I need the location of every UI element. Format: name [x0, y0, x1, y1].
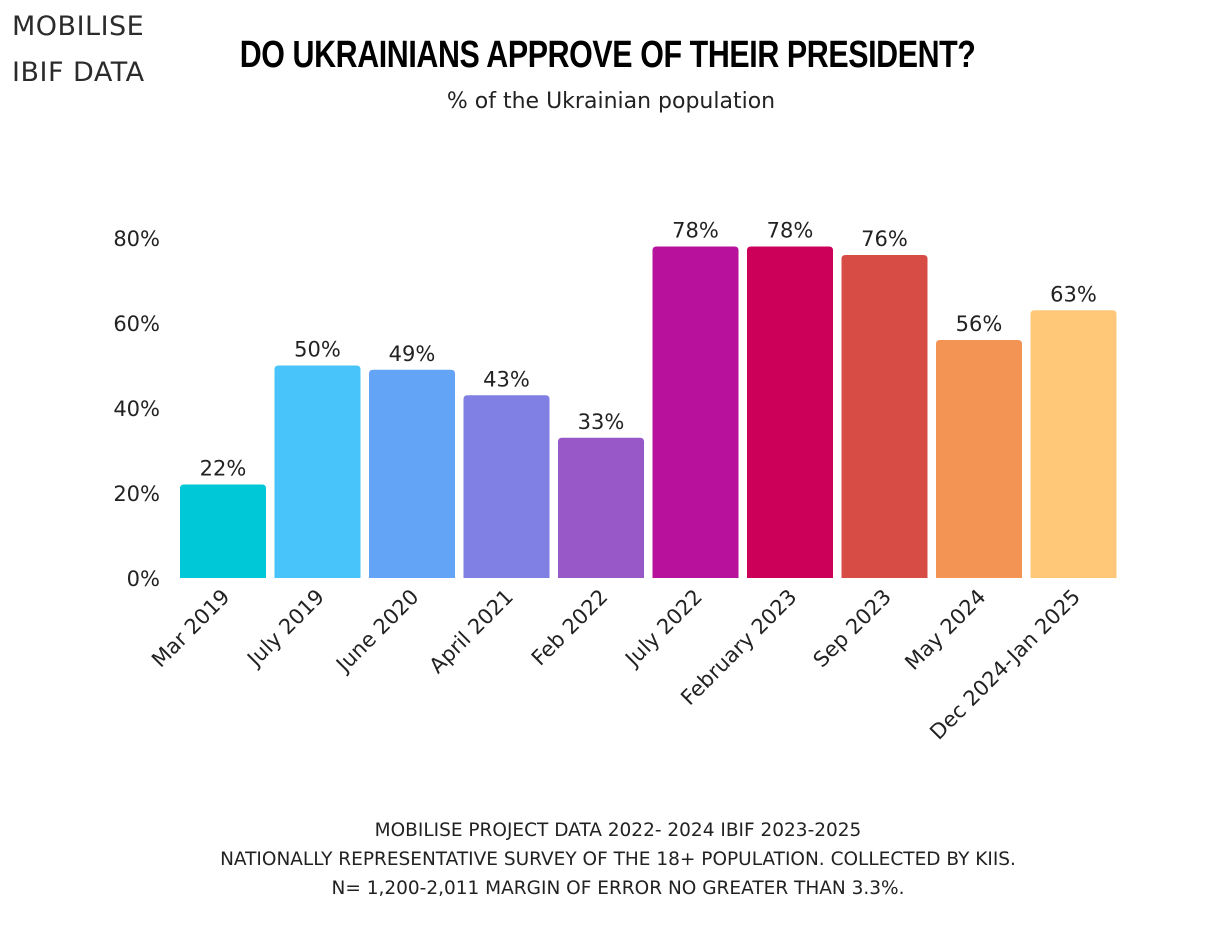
footnote-line-3: N= 1,200-2,011 MARGIN OF ERROR NO GREATE… [331, 878, 905, 899]
y-tick-label: 40% [113, 397, 160, 421]
y-tick-label: 20% [113, 482, 160, 506]
x-tick-label: July 2022 [619, 585, 707, 673]
bar [841, 255, 928, 578]
chart-title: DO UKRAINIANS APPROVE OF THEIR PRESIDENT… [239, 34, 976, 76]
bar-value-label: 50% [294, 338, 341, 362]
brand-line-2: IBIF DATA [12, 57, 145, 88]
bar [1030, 310, 1117, 578]
brand-logo-text: MOBILISE IBIF DATA [12, 4, 145, 96]
footnote-line-2: NATIONALLY REPRESENTATIVE SURVEY OF THE … [220, 849, 1016, 870]
bar [369, 369, 455, 578]
x-tick-label: April 2021 [425, 585, 518, 678]
bar-value-label: 78% [767, 219, 814, 243]
bar-value-label: 56% [956, 312, 1003, 336]
x-tick-label: Mar 2019 [147, 585, 235, 673]
y-tick-label: 80% [113, 227, 160, 251]
bar-value-label: 33% [578, 410, 625, 434]
footnote: MOBILISE PROJECT DATA 2022- 2024 IBIF 20… [0, 816, 1214, 903]
x-axis: Mar 2019 July 2019 June 2020 April 2021 Feb … [147, 585, 1085, 745]
bar [463, 395, 550, 578]
bar-value-label: 43% [483, 367, 530, 391]
bar-chart: 0% 20% 40% 60% 80% 22% 50% 49% 43% 33% 78% 78% 76% 5… [113, 219, 1117, 745]
x-tick-label: July 2019 [241, 585, 329, 673]
x-tick-label: May 2024 [900, 585, 990, 675]
x-tick-label: Feb 2022 [527, 585, 613, 671]
bar-value-label: 49% [389, 342, 436, 366]
bar-value-label: 76% [861, 227, 908, 251]
bar [747, 246, 833, 578]
x-tick-label: Sep 2023 [809, 585, 896, 672]
bar-value-label: 63% [1050, 282, 1097, 306]
y-tick-label: 0% [127, 567, 160, 591]
y-axis: 0% 20% 40% 60% 80% [113, 227, 160, 591]
bar-value-label: 78% [672, 219, 719, 243]
footnote-line-1: MOBILISE PROJECT DATA 2022- 2024 IBIF 20… [374, 820, 862, 841]
bar [274, 365, 361, 578]
bar [652, 246, 739, 578]
bar [180, 484, 266, 578]
bars [180, 246, 1117, 578]
brand-line-1: MOBILISE [12, 11, 145, 42]
bar-value-label: 22% [200, 457, 247, 481]
bar-value-labels: 22% 50% 49% 43% 33% 78% 78% 76% 56% 63% [200, 219, 1097, 481]
bar [936, 340, 1022, 578]
chart-subtitle: % of the Ukrainian population [446, 89, 776, 114]
bar [558, 437, 644, 578]
y-tick-label: 60% [113, 312, 160, 336]
x-tick-label: June 2020 [330, 585, 423, 678]
